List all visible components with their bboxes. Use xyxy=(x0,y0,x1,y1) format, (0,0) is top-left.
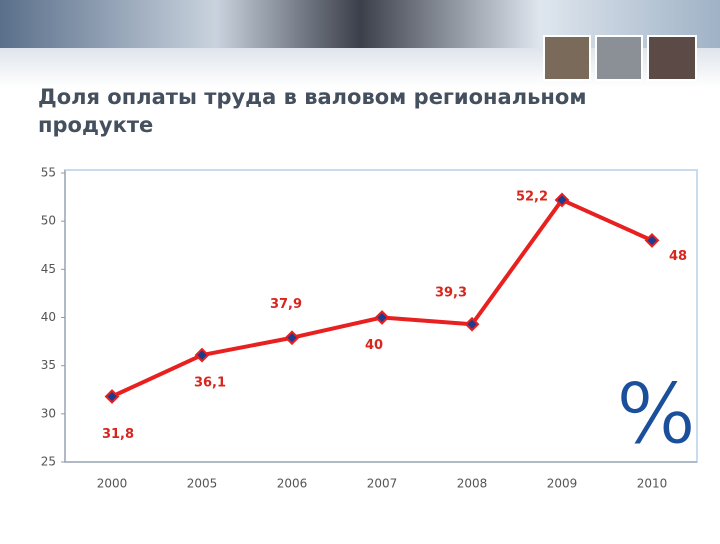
data-label: 40 xyxy=(365,338,383,353)
photo xyxy=(647,35,697,81)
x-tick-label: 2006 xyxy=(277,477,308,491)
x-tick-label: 2009 xyxy=(547,477,578,491)
data-label: 52,2 xyxy=(516,189,548,204)
x-tick-label: 2000 xyxy=(97,477,128,491)
data-label: 39,3 xyxy=(435,286,467,301)
chart-title: Доля оплаты труда в валовом региональном… xyxy=(38,85,587,137)
y-tick-label: 50 xyxy=(41,214,56,228)
marker xyxy=(284,330,300,346)
marker xyxy=(194,347,210,363)
marker xyxy=(464,316,480,332)
y-tick-label: 40 xyxy=(41,310,56,324)
y-tick-label: 55 xyxy=(41,166,56,180)
y-tick-label: 25 xyxy=(41,455,56,469)
y-tick-label: 35 xyxy=(41,358,56,372)
marker xyxy=(374,310,390,325)
x-tick-label: 2010 xyxy=(637,477,668,491)
data-label: 37,9 xyxy=(270,297,302,312)
photo xyxy=(595,35,643,81)
data-line xyxy=(111,197,653,399)
photo xyxy=(543,35,591,81)
data-label: 36,1 xyxy=(194,376,226,391)
marker xyxy=(644,233,660,248)
x-tick-label: 2008 xyxy=(457,477,488,491)
x-tick-label: 2005 xyxy=(187,477,218,491)
data-label: 48 xyxy=(669,249,687,264)
marker xyxy=(554,192,570,208)
annotation: % xyxy=(616,365,696,463)
data-label: 31,8 xyxy=(102,427,134,442)
x-tick-label: 2007 xyxy=(367,477,398,491)
marker xyxy=(104,389,120,404)
y-tick-label: 30 xyxy=(41,406,56,420)
y-tick-label: 45 xyxy=(41,262,56,276)
